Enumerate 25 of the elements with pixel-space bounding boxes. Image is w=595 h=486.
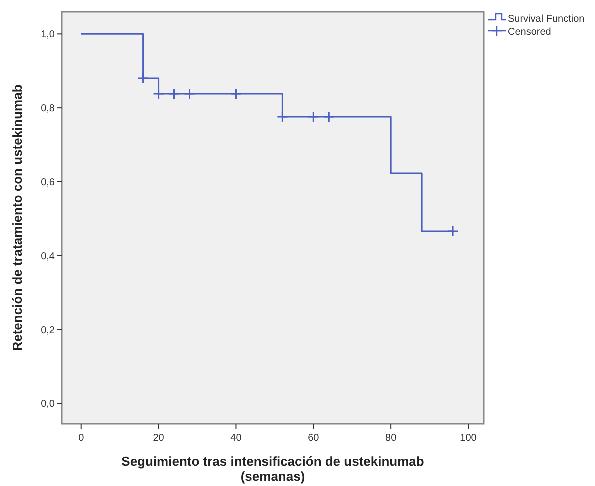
x-tick-label: 0	[78, 433, 85, 444]
y-tick-label: 0,0	[41, 399, 56, 410]
y-tick-label: 0,4	[41, 251, 56, 262]
y-tick-label: 0,8	[41, 104, 56, 115]
point	[153, 88, 165, 100]
point	[276, 111, 288, 123]
x-tick-label: 60	[308, 433, 320, 444]
x-tick-label: 40	[230, 433, 242, 444]
y-tick-label: 0,2	[41, 325, 56, 336]
y-tick-label: 0,6	[41, 177, 56, 188]
point	[323, 111, 335, 123]
x-tick-label: 80	[386, 433, 398, 444]
y-axis-title: Retención de tratamiento con ustekinumab	[10, 84, 25, 352]
legend-label: Survival Function	[508, 14, 585, 25]
point	[168, 88, 180, 100]
legend-label: Censored	[508, 27, 552, 38]
point	[230, 88, 242, 100]
x-tick-label: 100	[460, 433, 478, 444]
point	[447, 226, 459, 238]
point	[184, 88, 196, 100]
point	[138, 72, 150, 84]
y-tick-label: 1,0	[41, 30, 56, 41]
point	[308, 111, 320, 123]
x-tick-label: 20	[153, 433, 165, 444]
x-axis-title: Seguimiento tras intensificación de ustekinumab (semanas)	[122, 454, 424, 484]
